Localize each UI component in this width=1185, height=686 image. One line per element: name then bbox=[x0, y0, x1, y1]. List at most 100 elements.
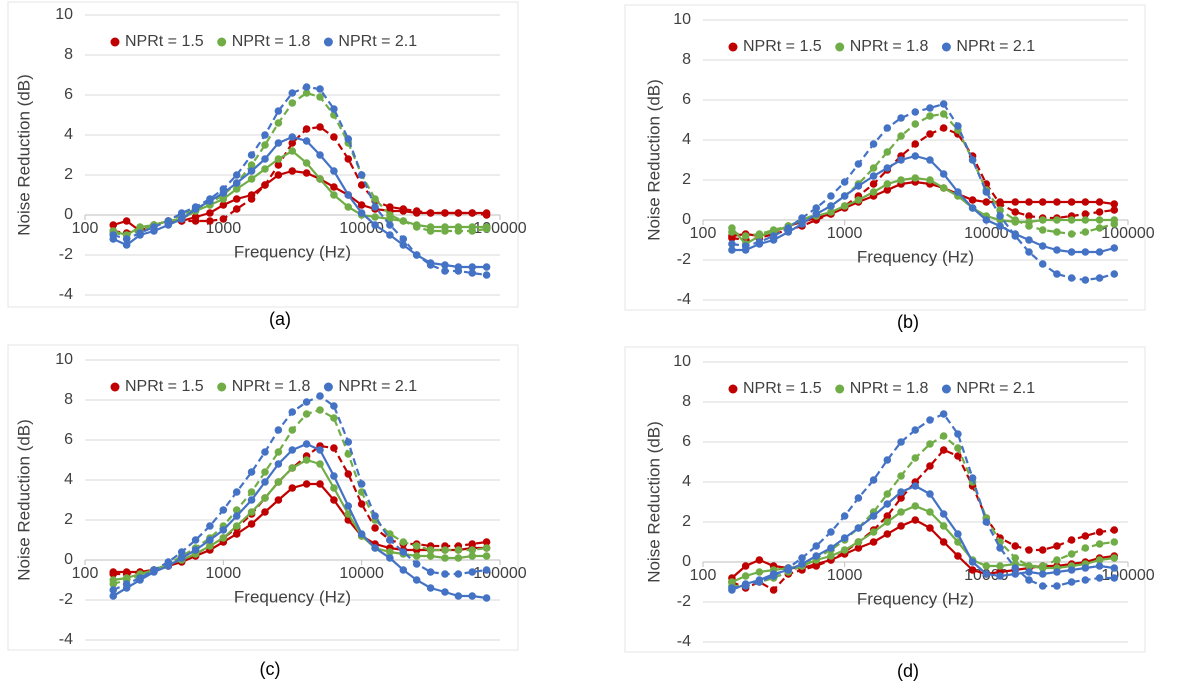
data-point bbox=[482, 225, 491, 233]
data-point bbox=[274, 161, 283, 169]
data-point bbox=[302, 480, 311, 488]
x-tick-label: 10000 bbox=[339, 565, 384, 582]
data-point bbox=[1081, 248, 1090, 256]
data-point bbox=[954, 430, 962, 438]
data-point bbox=[1053, 270, 1061, 278]
data-point bbox=[926, 524, 934, 532]
y-tick-label: 0 bbox=[682, 211, 691, 228]
data-point bbox=[316, 392, 324, 400]
data-point bbox=[302, 83, 311, 91]
data-point bbox=[468, 592, 477, 600]
data-point bbox=[482, 566, 491, 574]
x-axis-title: Frequency (Hz) bbox=[234, 242, 351, 261]
data-point bbox=[1067, 550, 1076, 558]
legend-marker bbox=[217, 37, 227, 47]
data-point bbox=[1081, 276, 1090, 284]
data-point bbox=[247, 175, 256, 183]
legend-marker bbox=[728, 42, 738, 52]
panel-frame bbox=[624, 346, 1146, 653]
data-point bbox=[399, 241, 408, 249]
data-point bbox=[330, 444, 338, 452]
data-point bbox=[840, 192, 849, 200]
data-point bbox=[968, 156, 977, 164]
data-point bbox=[232, 179, 241, 187]
data-point bbox=[939, 432, 948, 440]
data-point bbox=[357, 171, 366, 179]
data-point bbox=[897, 438, 905, 446]
data-point bbox=[1038, 260, 1047, 268]
x-tick-label: 100000 bbox=[473, 565, 526, 582]
dashed-line bbox=[731, 102, 1115, 282]
data-point bbox=[219, 526, 228, 534]
data-point bbox=[232, 488, 241, 496]
x-tick-label: 1000 bbox=[206, 220, 242, 237]
data-point bbox=[1095, 224, 1104, 232]
data-point bbox=[302, 169, 311, 177]
data-point bbox=[122, 217, 131, 225]
data-point bbox=[1025, 562, 1033, 570]
data-point bbox=[371, 195, 379, 203]
data-point bbox=[741, 572, 750, 580]
caption: (c) bbox=[260, 659, 281, 679]
legend-marker bbox=[323, 382, 333, 392]
data-point bbox=[926, 490, 934, 498]
data-point bbox=[1095, 556, 1104, 564]
data-point bbox=[330, 183, 338, 191]
data-point bbox=[1110, 244, 1119, 252]
data-point bbox=[798, 554, 806, 562]
legend-label: NPRt = 2.1 bbox=[956, 380, 1035, 397]
data-point bbox=[468, 552, 477, 560]
y-tick-label: -2 bbox=[59, 591, 73, 608]
data-point bbox=[482, 594, 491, 602]
data-point bbox=[939, 522, 948, 530]
data-point bbox=[1053, 542, 1061, 550]
y-tick-label: 6 bbox=[682, 433, 691, 450]
x-tick-label: 100000 bbox=[1101, 567, 1154, 584]
data-point bbox=[1081, 576, 1090, 584]
data-point bbox=[883, 456, 892, 464]
data-point bbox=[798, 560, 806, 568]
data-point bbox=[741, 232, 750, 240]
data-point bbox=[897, 522, 905, 530]
data-point bbox=[426, 584, 435, 592]
data-point bbox=[1038, 242, 1047, 250]
data-point bbox=[426, 546, 435, 554]
data-point bbox=[996, 562, 1004, 570]
legend-label: NPRt = 1.5 bbox=[743, 380, 822, 397]
data-point bbox=[482, 538, 491, 546]
data-point bbox=[1081, 198, 1090, 206]
data-point bbox=[883, 180, 892, 188]
data-point bbox=[1095, 574, 1104, 582]
data-point bbox=[371, 512, 379, 520]
data-point bbox=[939, 170, 948, 178]
y-tick-label: 8 bbox=[682, 393, 691, 410]
data-point bbox=[939, 184, 948, 192]
data-point bbox=[316, 123, 324, 131]
data-point bbox=[840, 202, 849, 210]
data-point bbox=[1095, 216, 1104, 224]
data-point bbox=[954, 122, 962, 130]
data-point bbox=[1011, 208, 1020, 216]
data-point bbox=[288, 464, 297, 472]
data-point bbox=[426, 261, 435, 269]
data-point bbox=[812, 542, 821, 550]
data-point bbox=[883, 518, 892, 526]
data-point bbox=[109, 231, 118, 239]
data-point bbox=[316, 93, 324, 101]
data-point bbox=[399, 205, 408, 213]
data-point bbox=[232, 185, 241, 193]
data-point bbox=[1011, 216, 1020, 224]
data-point bbox=[1025, 248, 1033, 256]
data-point bbox=[164, 217, 173, 225]
data-point bbox=[454, 267, 463, 275]
data-point bbox=[274, 448, 283, 456]
data-point bbox=[330, 191, 338, 199]
data-point bbox=[812, 204, 821, 212]
data-point bbox=[996, 572, 1004, 580]
data-point bbox=[232, 506, 241, 514]
data-point bbox=[854, 182, 863, 190]
data-point bbox=[926, 112, 934, 120]
data-point bbox=[827, 552, 835, 560]
data-point bbox=[288, 167, 297, 175]
